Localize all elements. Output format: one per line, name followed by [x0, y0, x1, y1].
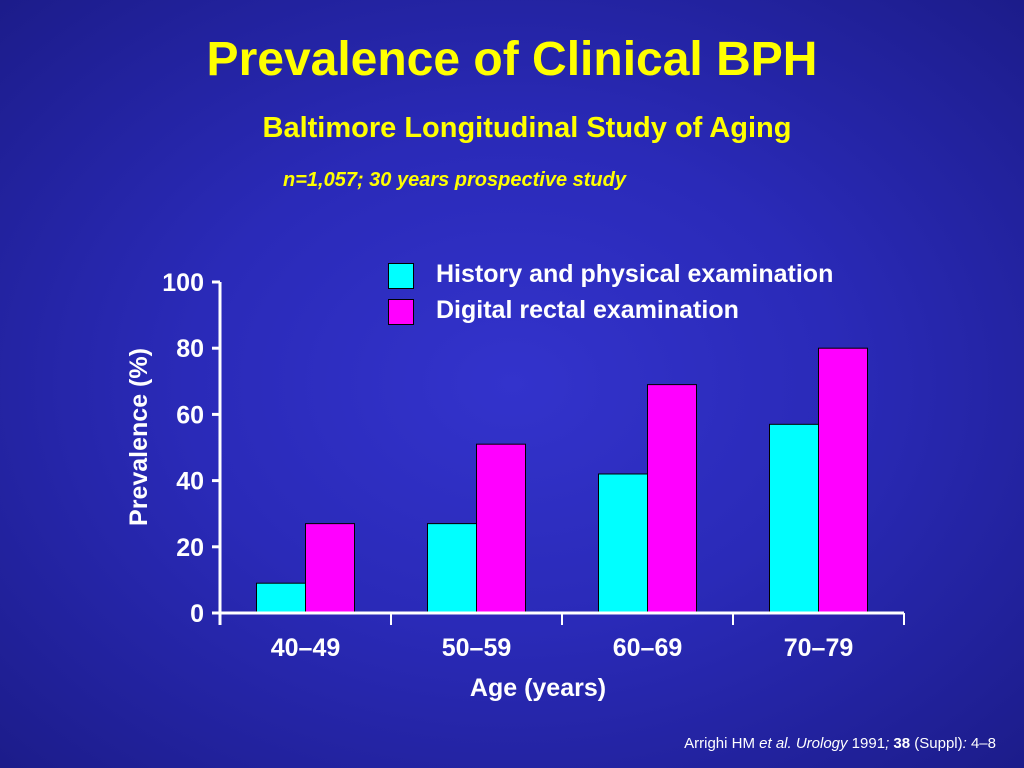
y-tick-label-1: 20 — [176, 534, 204, 562]
y-tick-label-2: 40 — [176, 468, 204, 496]
y-tick-label-0: 0 — [190, 600, 204, 628]
y-tick-label-5: 100 — [162, 269, 204, 297]
citation-colon: : — [962, 735, 971, 752]
citation: Arrighi HM et al. Urology 1991; 38 (Supp… — [684, 735, 996, 752]
bar-history-3 — [769, 423, 819, 614]
legend-swatch-history — [388, 263, 414, 289]
bar-digital-3 — [818, 347, 868, 614]
x-tick-label-3: 70–79 — [784, 634, 854, 662]
bar-history-1 — [427, 523, 477, 614]
bar-digital-2 — [647, 384, 697, 614]
citation-sep: ; — [885, 735, 894, 752]
legend-label-digital: Digital rectal examination — [436, 296, 739, 324]
legend-swatch-digital — [388, 299, 414, 325]
x-tick-label-2: 60–69 — [613, 634, 683, 662]
bar-history-2 — [598, 473, 648, 614]
x-tick-label-1: 50–59 — [442, 634, 512, 662]
bar-digital-0 — [305, 523, 355, 614]
y-axis-label: Prevalence (%) — [125, 348, 153, 526]
y-tick-label-3: 60 — [176, 401, 204, 429]
x-axis-label: Age (years) — [470, 674, 606, 702]
citation-pages: 4–8 — [970, 735, 996, 752]
slide-title: Prevalence of Clinical BPH — [206, 33, 818, 86]
study-note: n=1,057; 30 years prospective study — [283, 169, 626, 191]
x-tick-label-0: 40–49 — [271, 634, 341, 662]
bar-digital-1 — [476, 443, 526, 614]
legend-label-history: History and physical examination — [436, 260, 834, 288]
citation-year: 1991 — [847, 735, 886, 752]
citation-volume: 38 — [893, 735, 911, 752]
bar-history-0 — [256, 582, 306, 614]
y-tick-label-4: 80 — [176, 335, 204, 363]
citation-author: Arrighi HM — [684, 735, 760, 752]
slide-subtitle: Baltimore Longitudinal Study of Aging — [262, 112, 792, 144]
citation-journal: et al. Urology — [759, 735, 848, 752]
citation-suppl: (Suppl) — [910, 735, 963, 752]
